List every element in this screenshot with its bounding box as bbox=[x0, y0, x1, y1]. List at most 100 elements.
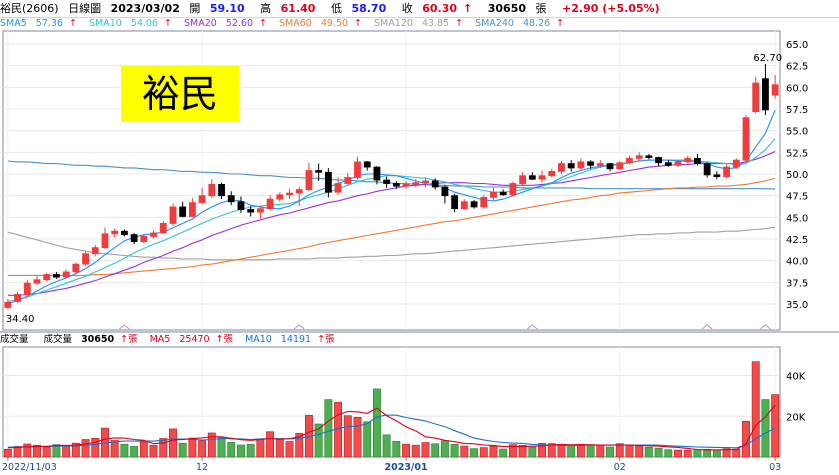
volume-bar-up bbox=[479, 447, 488, 458]
candle-down bbox=[373, 166, 381, 181]
volume-bar-down bbox=[644, 446, 653, 458]
volume-bar-down bbox=[120, 443, 129, 458]
price-tick-label: 37.5 bbox=[786, 278, 808, 289]
candle-down bbox=[645, 155, 653, 158]
candle-down bbox=[470, 201, 478, 208]
candle-up bbox=[286, 192, 293, 196]
volume-bar-down bbox=[470, 448, 478, 458]
volume-legend: 成交量 成交量 30650 ↑張 MA5 25470 ↑張 MA10 14191 ↑張 bbox=[0, 334, 800, 346]
close-value: 60.30 bbox=[422, 2, 458, 15]
legend-series-value: 57.36 bbox=[35, 18, 63, 29]
candle-down bbox=[130, 234, 138, 243]
legend-trend-arrow: ↑ bbox=[259, 18, 267, 29]
candle-up bbox=[616, 162, 624, 170]
candle-up bbox=[732, 159, 740, 168]
volume-bar-up bbox=[742, 421, 750, 458]
candle-up bbox=[402, 183, 410, 187]
candle-up bbox=[150, 232, 157, 237]
price-tick-label: 55.0 bbox=[786, 127, 808, 138]
legend-series-name: 成交量 bbox=[43, 334, 76, 345]
candle-down bbox=[227, 195, 235, 203]
candle-up bbox=[140, 235, 148, 242]
volume-bar-up bbox=[576, 445, 585, 458]
volume-bar-down bbox=[664, 449, 673, 458]
candle-down bbox=[218, 183, 225, 197]
legend-trend-arrow: ↑ bbox=[69, 18, 77, 29]
high-value: 61.40 bbox=[280, 2, 316, 15]
legend-series-value: 48.26 bbox=[522, 18, 551, 29]
legend-series-name: SMA120 bbox=[374, 18, 416, 29]
candle-down bbox=[53, 274, 60, 278]
price-tick-label: 65.0 bbox=[786, 40, 808, 51]
candle-down bbox=[441, 186, 449, 197]
candle-up bbox=[169, 206, 177, 224]
volume-bar-up bbox=[343, 415, 352, 458]
volume-bar-up bbox=[771, 394, 780, 458]
legend-item: SMA120 43.85 ↑ bbox=[374, 18, 469, 29]
volume-bar-up bbox=[198, 440, 207, 458]
volume-bar-down bbox=[130, 446, 139, 458]
volume-bar-up bbox=[42, 446, 51, 458]
candle-up bbox=[422, 180, 429, 184]
candle-up bbox=[295, 189, 303, 194]
period-label[interactable]: 日線圖 bbox=[68, 2, 102, 15]
candle-up bbox=[771, 84, 779, 96]
candle-up bbox=[684, 157, 692, 163]
candle-up bbox=[198, 195, 206, 204]
candle-up bbox=[91, 247, 99, 255]
volume-bar-down bbox=[567, 444, 576, 458]
price-tick-label: 62.5 bbox=[786, 62, 808, 73]
volume-bar-down bbox=[217, 437, 226, 458]
volume-bar-down bbox=[606, 446, 614, 458]
candle-down bbox=[324, 171, 332, 193]
candle-down bbox=[606, 163, 614, 170]
volume-bar-up bbox=[635, 445, 644, 458]
legend-trend-arrow: ↑ bbox=[354, 18, 363, 29]
candle-up bbox=[635, 155, 643, 159]
volume-bar-up bbox=[402, 443, 411, 458]
quote-header: 裕民(2606) 日線圖 2023/03/02 開 59.10 高 61.40 … bbox=[0, 0, 839, 18]
volume-bar-up bbox=[353, 416, 362, 458]
high-annotation: 62.70 bbox=[753, 53, 782, 64]
legend-trend-arrow: ↑張 bbox=[317, 334, 335, 345]
event-marker bbox=[701, 324, 713, 330]
price-tick-label: 35.0 bbox=[786, 300, 808, 311]
candle-up bbox=[256, 208, 264, 213]
volume-bar-down bbox=[382, 434, 391, 458]
legend-item: SMA5 57.36 ↑ bbox=[0, 18, 83, 29]
price-tick-label: 50.0 bbox=[786, 170, 808, 181]
volume-bar-up bbox=[547, 443, 556, 458]
volume-ma5-line bbox=[7, 404, 776, 451]
sma240-line bbox=[7, 160, 776, 190]
legend-item: 成交量 bbox=[0, 334, 38, 345]
volume-bar-down bbox=[372, 388, 381, 458]
price-tick-label: 52.5 bbox=[786, 148, 808, 159]
volume-bar-down bbox=[586, 445, 595, 458]
candle-up bbox=[43, 274, 51, 281]
candle-down bbox=[383, 179, 391, 184]
candle-down bbox=[247, 209, 255, 213]
volume-bar-up bbox=[207, 432, 216, 458]
sma20-line bbox=[7, 150, 776, 296]
legend-item: SMA60 49.50 ↑ bbox=[279, 18, 368, 29]
volume-bar-up bbox=[110, 440, 119, 458]
volume-bar-down bbox=[440, 440, 449, 458]
high-label: 高 bbox=[260, 2, 272, 15]
x-tick-label: 02 bbox=[614, 462, 626, 473]
candle-up bbox=[674, 161, 682, 166]
legend-series-value: 52.60 bbox=[225, 18, 254, 29]
volume-bar-down bbox=[761, 399, 770, 458]
volume-bar-down bbox=[227, 442, 236, 458]
volume-bar-up bbox=[91, 437, 100, 458]
volume-bar-up bbox=[489, 445, 498, 458]
volume-bar-up bbox=[149, 444, 158, 458]
legend-item: SMA10 54.06 ↑ bbox=[89, 18, 178, 29]
event-marker bbox=[527, 324, 538, 330]
legend-series-name: MA5 bbox=[149, 334, 174, 345]
volume-tick-label: 20K bbox=[786, 412, 806, 423]
low-value: 58.70 bbox=[351, 2, 387, 15]
legend-series-name: SMA20 bbox=[183, 18, 220, 29]
legend-series-name: MA10 bbox=[245, 334, 275, 345]
legend-series-value: 25470 bbox=[179, 334, 210, 345]
volume-bar-down bbox=[52, 444, 61, 458]
